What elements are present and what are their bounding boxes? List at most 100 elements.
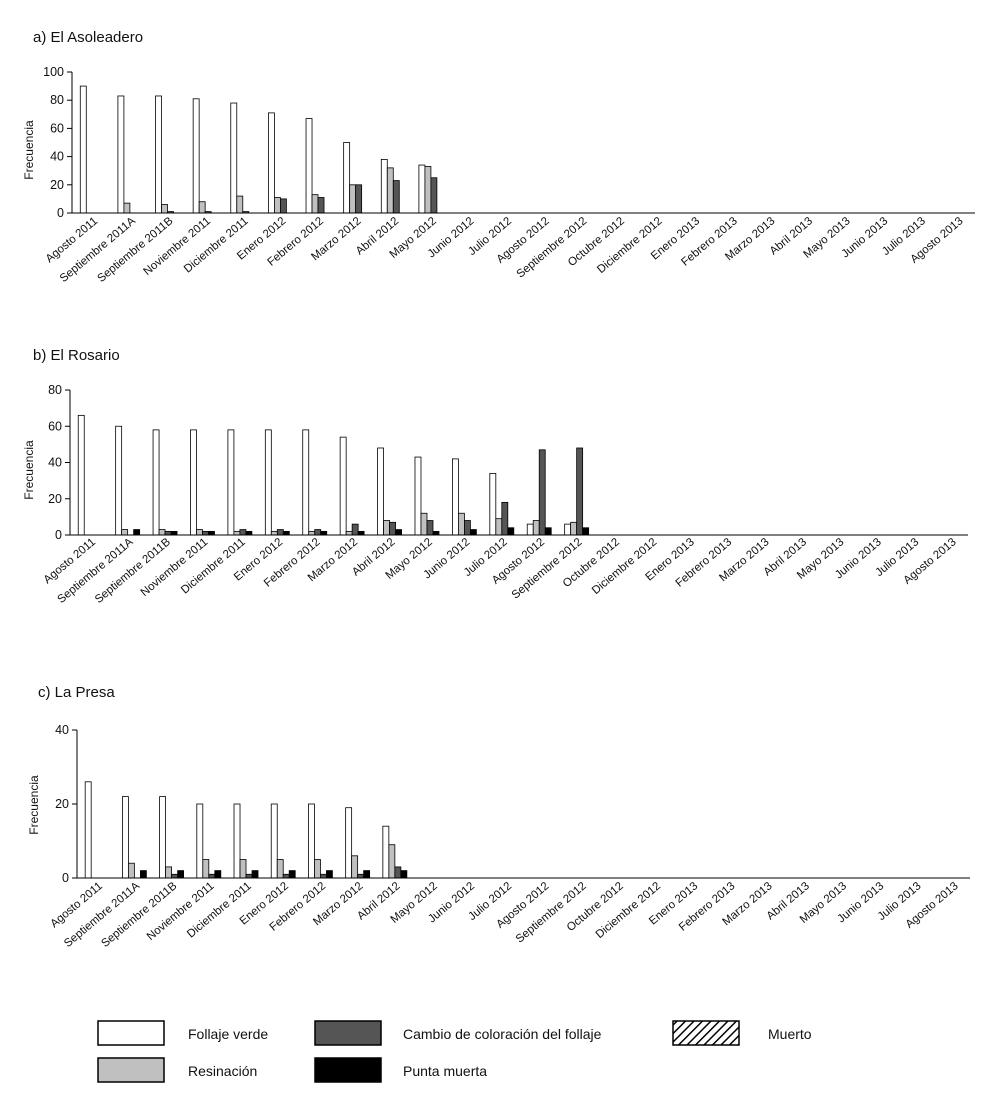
bar-follaje-verde: [233, 803, 241, 879]
bar-cambio: [280, 198, 287, 214]
bar-resinacion: [276, 859, 284, 879]
bar-resinacion: [158, 529, 166, 536]
bar-punta-muerta: [251, 870, 259, 879]
bar-resinacion: [233, 530, 241, 536]
legend-item-follaje-verde: Follaje verde: [97, 1020, 268, 1046]
bar-follaje-verde: [115, 425, 123, 536]
y-tick-label: 0: [62, 871, 69, 885]
bar-cambio: [426, 520, 434, 536]
bar-follaje-verde: [230, 102, 238, 214]
legend-swatch-muerto: [672, 1020, 740, 1046]
y-tick-label: 40: [55, 723, 69, 737]
bar-follaje-verde: [192, 98, 200, 214]
x-tick-label: Diciembre 2011: [179, 536, 248, 596]
y-tick-label: 20: [50, 178, 64, 192]
bar-cambio: [239, 529, 247, 536]
bar-follaje-verde: [159, 796, 167, 879]
bar-follaje-verde: [489, 472, 497, 536]
bar-cambio: [538, 449, 546, 536]
bar-punta-muerta: [139, 870, 147, 879]
bar-cambio: [576, 447, 584, 536]
bar-cambio: [282, 873, 290, 879]
bar-follaje-verde: [190, 429, 197, 536]
y-tick-label: 60: [48, 419, 62, 433]
bar-follaje-verde: [345, 807, 353, 879]
x-tick-label: Septiembre 2012: [510, 536, 585, 601]
bar-cambio: [463, 520, 471, 536]
bar-cambio: [208, 873, 216, 879]
bar-follaje-verde: [418, 164, 426, 214]
bar-resinacion: [161, 204, 168, 214]
bar-follaje-verde: [152, 429, 160, 536]
bar-follaje-verde: [526, 523, 534, 536]
y-tick-label: 100: [43, 65, 64, 79]
bar-follaje-verde: [305, 118, 313, 214]
y-axis-label: Frecuencia: [22, 440, 36, 500]
bar-punta-muerta: [326, 870, 333, 879]
x-tick-label: Diciembre 2011: [182, 215, 251, 275]
bar-punta-muerta: [544, 527, 552, 536]
bar-resinacion: [196, 529, 203, 536]
y-tick-label: 80: [48, 383, 62, 397]
bar-follaje-verde: [380, 159, 388, 214]
x-tick-label: Diciembre 2012: [594, 880, 663, 941]
bar-cambio: [276, 529, 284, 536]
legend-item-muerto: Muerto: [672, 1020, 812, 1046]
y-tick-label: 40: [48, 456, 62, 470]
bar-punta-muerta: [214, 870, 222, 879]
bar-follaje-verde: [155, 95, 162, 214]
bar-cambio: [392, 180, 400, 214]
legend-label-resinacion: Resinación: [188, 1063, 257, 1079]
bar-cambio: [320, 873, 327, 879]
bar-follaje-verde: [564, 523, 572, 536]
panel-title: b) El Rosario: [33, 347, 120, 364]
bar-punta-muerta: [282, 530, 290, 536]
legend-swatch-resinacion: [97, 1057, 165, 1083]
legend-swatch-cambio: [314, 1020, 382, 1046]
bar-cambio: [355, 184, 363, 214]
legend-item-punta-muerta: Punta muerta: [314, 1057, 487, 1083]
bar-resinacion: [424, 166, 432, 214]
legend-swatch-follaje-verde: [97, 1020, 165, 1046]
bar-resinacion: [274, 197, 281, 214]
panel-rosario: b) El Rosario Frecuencia 0 20 40 60 80 Agost…: [22, 347, 968, 606]
legend: Follaje verde Resinación Cambio de color…: [97, 1020, 812, 1083]
bar-resinacion: [165, 866, 173, 879]
legend-swatch-punta-muerta: [314, 1057, 382, 1083]
legend-label-cambio: Cambio de coloración del follaje: [403, 1026, 602, 1042]
bar-punta-muerta: [133, 529, 141, 536]
bar-resinacion: [236, 195, 244, 214]
bar-punta-muerta: [400, 870, 408, 879]
bar-cambio: [430, 177, 438, 214]
bar-cambio: [389, 521, 396, 536]
y-ticks: 0 20 40 60 80 100: [43, 65, 72, 220]
x-tick-label: Noviembre 2011: [145, 880, 217, 943]
y-tick-label: 20: [48, 492, 62, 506]
y-tick-label: 20: [55, 797, 69, 811]
bar-resinacion: [457, 512, 465, 536]
bar-punta-muerta: [177, 870, 185, 879]
y-axis-label: Frecuencia: [27, 775, 41, 835]
y-tick-label: 60: [50, 121, 64, 135]
bar-punta-muerta: [432, 530, 440, 536]
panel-asoleadero: a) El Asoleadero Frecuencia 0 20 40 60 80 100…: [22, 29, 975, 285]
legend-label-follaje-verde: Follaje verde: [188, 1026, 268, 1042]
bar-follaje-verde: [77, 414, 85, 536]
x-tick-label: Diciembre 2012: [595, 215, 664, 276]
x-tick-label: Noviembre 2011: [141, 215, 213, 278]
bar-resinacion: [351, 855, 359, 879]
bar-punta-muerta: [170, 530, 178, 536]
legend-item-resinacion: Resinación: [97, 1057, 257, 1083]
bar-follaje-verde: [377, 447, 384, 536]
bar-resinacion: [386, 167, 394, 214]
x-tick-label: Septiembre 2012: [514, 880, 589, 945]
bar-punta-muerta: [395, 529, 402, 536]
bar-follaje-verde: [308, 803, 315, 879]
bar-punta-muerta: [363, 870, 371, 879]
bar-follaje-verde: [121, 796, 129, 879]
bars: [84, 781, 408, 879]
